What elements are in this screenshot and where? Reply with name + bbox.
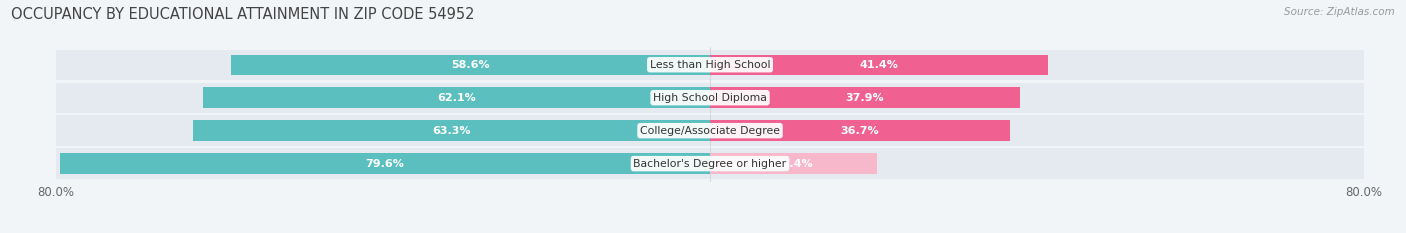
- Text: Bachelor's Degree or higher: Bachelor's Degree or higher: [634, 159, 786, 169]
- Text: OCCUPANCY BY EDUCATIONAL ATTAINMENT IN ZIP CODE 54952: OCCUPANCY BY EDUCATIONAL ATTAINMENT IN Z…: [11, 7, 475, 22]
- Bar: [193, 120, 710, 141]
- Text: 41.4%: 41.4%: [859, 60, 898, 70]
- Text: 62.1%: 62.1%: [437, 93, 475, 103]
- Bar: [202, 87, 710, 108]
- Text: 58.6%: 58.6%: [451, 60, 489, 70]
- Bar: [710, 153, 877, 174]
- Bar: [48, 116, 1372, 146]
- Text: Less than High School: Less than High School: [650, 60, 770, 70]
- Text: College/Associate Degree: College/Associate Degree: [640, 126, 780, 136]
- Text: 79.6%: 79.6%: [366, 159, 404, 169]
- Bar: [48, 148, 1372, 179]
- Text: High School Diploma: High School Diploma: [654, 93, 766, 103]
- Bar: [48, 82, 1372, 113]
- Bar: [710, 120, 1010, 141]
- Bar: [48, 50, 1372, 80]
- Bar: [59, 153, 710, 174]
- Bar: [231, 55, 710, 75]
- Text: Source: ZipAtlas.com: Source: ZipAtlas.com: [1284, 7, 1395, 17]
- Bar: [710, 87, 1019, 108]
- Text: 63.3%: 63.3%: [432, 126, 471, 136]
- Bar: [710, 55, 1049, 75]
- Text: 36.7%: 36.7%: [841, 126, 879, 136]
- Text: 20.4%: 20.4%: [775, 159, 813, 169]
- Text: 37.9%: 37.9%: [845, 93, 884, 103]
